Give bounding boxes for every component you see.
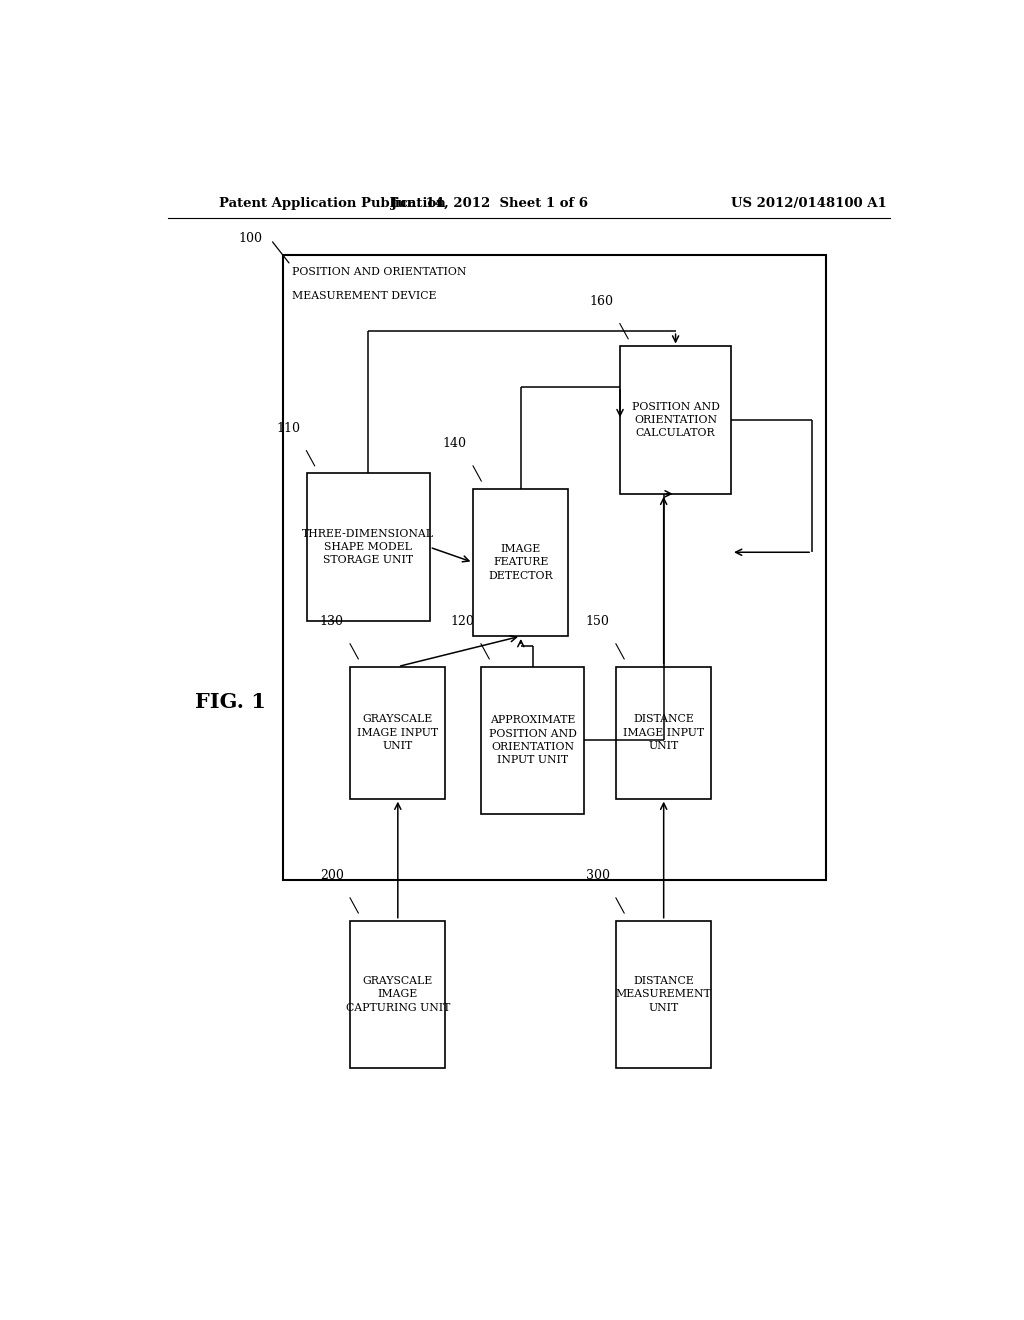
Bar — [350, 921, 445, 1068]
Bar — [481, 667, 585, 814]
Text: 110: 110 — [276, 422, 300, 434]
Bar — [473, 488, 568, 636]
Text: Patent Application Publication: Patent Application Publication — [219, 197, 446, 210]
Text: 120: 120 — [451, 615, 475, 628]
Text: 150: 150 — [586, 615, 609, 628]
Bar — [283, 255, 826, 880]
Text: IMAGE
FEATURE
DETECTOR: IMAGE FEATURE DETECTOR — [488, 544, 553, 581]
Bar — [616, 667, 712, 799]
Bar — [616, 921, 712, 1068]
Bar — [306, 474, 430, 620]
Text: US 2012/0148100 A1: US 2012/0148100 A1 — [731, 197, 887, 210]
Text: 100: 100 — [239, 232, 263, 244]
Bar — [620, 346, 731, 494]
Text: POSITION AND
ORIENTATION
CALCULATOR: POSITION AND ORIENTATION CALCULATOR — [632, 401, 720, 438]
Bar — [350, 667, 445, 799]
Text: GRAYSCALE
IMAGE INPUT
UNIT: GRAYSCALE IMAGE INPUT UNIT — [357, 714, 438, 751]
Text: THREE-DIMENSIONAL
SHAPE MODEL
STORAGE UNIT: THREE-DIMENSIONAL SHAPE MODEL STORAGE UN… — [302, 529, 434, 565]
Text: 140: 140 — [442, 437, 467, 450]
Text: MEASUREMENT DEVICE: MEASUREMENT DEVICE — [292, 290, 437, 301]
Text: 130: 130 — [319, 615, 344, 628]
Text: DISTANCE
MEASUREMENT
UNIT: DISTANCE MEASUREMENT UNIT — [615, 977, 712, 1012]
Text: POSITION AND ORIENTATION: POSITION AND ORIENTATION — [292, 267, 467, 277]
Text: FIG. 1: FIG. 1 — [196, 692, 266, 713]
Text: 300: 300 — [586, 869, 609, 882]
Text: 160: 160 — [590, 294, 613, 308]
Text: APPROXIMATE
POSITION AND
ORIENTATION
INPUT UNIT: APPROXIMATE POSITION AND ORIENTATION INP… — [488, 715, 577, 766]
Text: Jun. 14, 2012  Sheet 1 of 6: Jun. 14, 2012 Sheet 1 of 6 — [390, 197, 588, 210]
Text: 200: 200 — [319, 869, 344, 882]
Text: GRAYSCALE
IMAGE
CAPTURING UNIT: GRAYSCALE IMAGE CAPTURING UNIT — [346, 977, 450, 1012]
Text: DISTANCE
IMAGE INPUT
UNIT: DISTANCE IMAGE INPUT UNIT — [624, 714, 705, 751]
